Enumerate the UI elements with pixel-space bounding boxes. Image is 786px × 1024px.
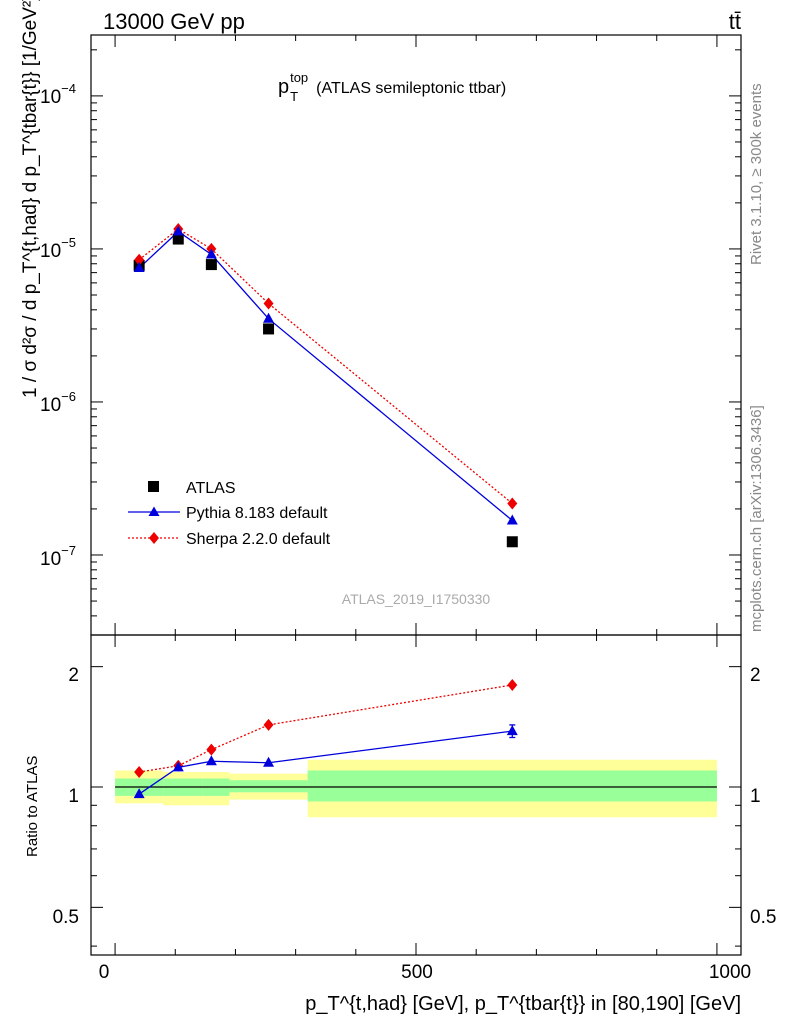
legend-marker-atlas — [148, 481, 159, 492]
ratio-ytick-2-right: 2 — [750, 665, 761, 686]
main-ylabel: 1 / σ d²σ / d p_T^{t,had} d p_T^{tbar{t}… — [20, 0, 41, 398]
ratio-point-pythia — [205, 755, 217, 766]
xtick-label-500: 500 — [401, 962, 433, 983]
ratio-ytick-2-left: 2 — [68, 665, 79, 686]
main-tick-marks — [91, 35, 741, 636]
xtick-label-0: 0 — [99, 962, 110, 983]
ratio-band-inner — [229, 780, 308, 793]
data-point-atlas — [506, 536, 518, 548]
data-point-sherpa — [507, 497, 518, 510]
header-left: 13000 GeV pp — [103, 9, 245, 34]
ratio-point-pythia — [263, 756, 275, 767]
ratio-line-sherpa — [139, 684, 513, 773]
data-point-atlas — [263, 323, 275, 335]
ratio-ylabel: Ratio to ATLAS — [24, 756, 41, 857]
ratio-point-sherpa — [134, 766, 145, 779]
data-point-atlas — [205, 259, 217, 271]
legend-label-atlas: ATLAS — [186, 480, 236, 497]
legend: ATLAS Pythia 8.183 default Sherpa 2.2.0 … — [128, 480, 331, 548]
ratio-ytick-1-right: 1 — [750, 786, 761, 807]
ratio-point-sherpa — [507, 678, 518, 691]
ratio-point-sherpa — [263, 718, 274, 731]
ratio-band-inner — [307, 770, 717, 802]
main-ytick-label-1e-7: 10−7 — [40, 543, 76, 570]
series-line-pythia — [138, 230, 513, 522]
mcplots-label: mcplots.cern.ch [arXiv:1306.3436] — [748, 405, 765, 632]
legend-marker-pythia — [148, 506, 160, 516]
ratio-ytick-0p5-right: 0.5 — [750, 907, 776, 928]
ratio-tick-marks — [91, 635, 741, 955]
data-point-pythia — [205, 248, 217, 259]
header-right: tt̄ — [729, 9, 741, 34]
data-point-sherpa — [263, 297, 274, 310]
data-point-sherpa — [134, 253, 145, 266]
analysis-watermark: ATLAS_2019_I1750330 — [342, 591, 491, 607]
main-title: pTtop(ATLAS semileptonic ttbar) — [278, 70, 506, 104]
ratio-point-pythia — [506, 725, 518, 736]
data-point-pythia — [172, 225, 184, 236]
data-point-pythia — [506, 514, 518, 525]
rivet-label: Rivet 3.1.10, ≥ 300k events — [748, 83, 765, 265]
data-point-pythia — [133, 262, 145, 273]
main-series-layer — [133, 222, 518, 548]
legend-label-pythia: Pythia 8.183 default — [186, 505, 328, 522]
ratio-uncertainty-bands — [115, 759, 717, 818]
legend-marker-sherpa — [149, 532, 159, 544]
main-ytick-label-1e-4: 10−4 — [40, 81, 76, 108]
ratio-ytick-0p5-left: 0.5 — [53, 907, 79, 928]
main-ytick-label-1e-5: 10−5 — [40, 235, 76, 262]
main-ytick-label-1e-6: 10−6 — [40, 389, 76, 416]
xtick-label-1000: 1000 — [709, 962, 751, 983]
ratio-point-pythia — [172, 761, 184, 772]
legend-label-sherpa: Sherpa 2.2.0 default — [186, 531, 331, 548]
ratio-point-pythia — [133, 788, 145, 799]
ratio-point-sherpa — [206, 743, 217, 756]
ratio-ytick-1-left: 1 — [68, 786, 79, 807]
data-point-pythia — [263, 312, 275, 323]
ratio-series-layer — [133, 678, 518, 799]
xlabel: p_T^{t,had} [GeV], p_T^{tbar{t}} in [80,… — [305, 993, 741, 1015]
data-point-atlas — [172, 233, 184, 245]
